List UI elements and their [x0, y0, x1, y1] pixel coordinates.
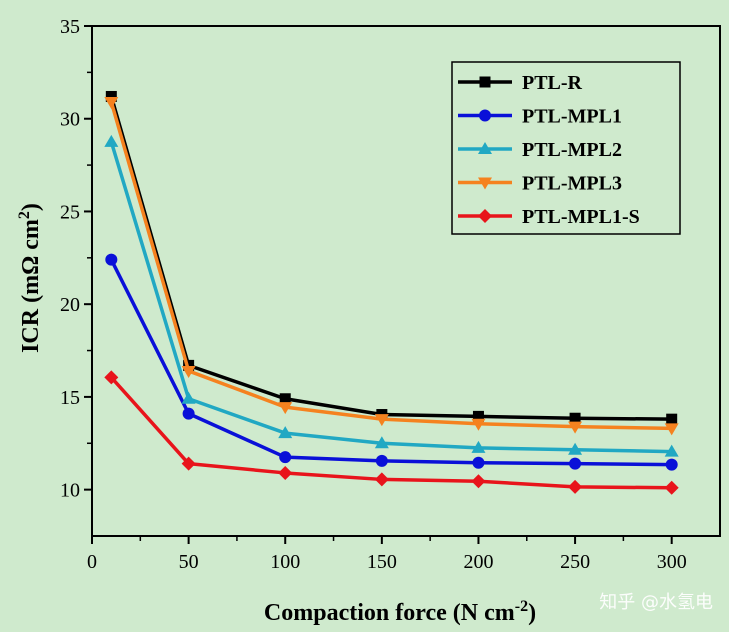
legend-box: [451, 61, 681, 235]
legend-swatch-marker: [478, 177, 492, 190]
x-tick-label: 250: [560, 551, 590, 573]
x-axis-title: Compaction force (N cm-2): [264, 598, 536, 626]
data-point: [472, 410, 484, 422]
data-point: [471, 474, 486, 489]
y-tick-label: 20: [60, 294, 80, 316]
data-point: [471, 418, 486, 431]
data-point: [664, 423, 679, 436]
series-group: [104, 90, 679, 495]
data-point: [181, 365, 196, 378]
x-tick-label: 50: [179, 551, 199, 573]
data-point: [664, 444, 679, 457]
y-tick-label: 30: [60, 109, 80, 131]
series-ptl-mpl1: [105, 253, 678, 471]
legend-swatch-marker: [478, 209, 492, 223]
data-point: [182, 407, 195, 420]
data-point: [569, 412, 581, 424]
y-tick-label: 35: [60, 16, 80, 38]
data-point: [105, 90, 117, 102]
data-point: [105, 253, 118, 266]
series-ptl-mpl3: [104, 97, 679, 436]
data-point: [665, 458, 678, 471]
legend-swatch-marker: [478, 142, 492, 154]
data-point: [666, 413, 678, 425]
plot-border: [91, 25, 721, 537]
y-axis-title: ICR (mΩ cm2): [16, 203, 44, 353]
data-point: [104, 134, 119, 147]
data-point: [375, 454, 388, 467]
plot-frame: [91, 25, 721, 537]
series-ptl-mpl1-s: [104, 370, 679, 495]
data-point: [471, 440, 486, 453]
data-point: [472, 456, 485, 469]
legend-swatch-marker: [479, 109, 491, 122]
series-line: [110, 376, 672, 490]
x-tick-label: 0: [87, 551, 97, 573]
data-point: [104, 370, 119, 385]
data-point: [374, 472, 389, 487]
data-point: [664, 480, 679, 495]
data-point: [568, 421, 583, 434]
legend-label: PTL-MPL2: [522, 139, 622, 161]
legend-label: PTL-MPL3: [522, 173, 622, 195]
series-line: [109, 258, 672, 467]
y-axis-ticks: 10 15 20 25 30 35: [60, 16, 92, 502]
x-axis-ticks: 0 50 100 150 200 250 300: [87, 536, 687, 573]
data-point: [279, 451, 292, 464]
legend-swatch-marker: [479, 76, 491, 88]
data-point: [278, 402, 293, 415]
data-point: [374, 414, 389, 427]
x-tick-label: 300: [657, 551, 687, 573]
data-point: [374, 436, 389, 449]
data-point: [181, 391, 196, 404]
x-tick-label: 150: [367, 551, 397, 573]
data-point: [278, 465, 293, 480]
data-point: [181, 456, 196, 471]
data-point: [104, 97, 119, 110]
legend-label: PTL-MPL1-S: [522, 206, 640, 228]
legend: PTL-R PTL-MPL1 PTL-MPL2 PTL-MPL3 PTL-MPL1-S: [451, 61, 681, 235]
watermark-text: 知乎 @水氢电: [599, 592, 713, 613]
data-point: [569, 457, 582, 470]
legend-label: PTL-MPL1: [522, 106, 622, 128]
data-point: [568, 442, 583, 455]
legend-label: PTL-R: [522, 72, 583, 94]
x-tick-label: 100: [270, 551, 300, 573]
y-tick-label: 25: [60, 201, 80, 223]
series-ptl-mpl2: [104, 134, 679, 457]
data-point: [568, 479, 583, 494]
y-tick-label: 10: [60, 480, 80, 502]
y-tick-label: 15: [60, 387, 80, 409]
x-tick-label: 200: [463, 551, 493, 573]
data-point: [278, 426, 293, 439]
data-point: [279, 393, 291, 405]
